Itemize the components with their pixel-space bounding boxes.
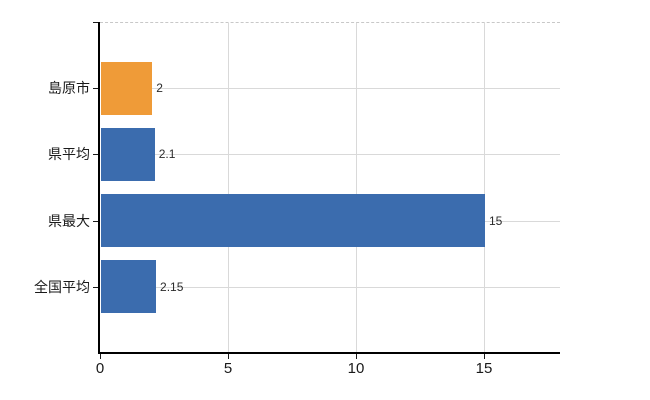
category-label: 県最大 — [48, 212, 90, 229]
category-label: 全国平均 — [34, 278, 90, 295]
x-tick-label: 15 — [475, 360, 493, 377]
x-axis-tick — [228, 354, 229, 359]
gridline-vertical — [228, 23, 229, 352]
x-tick-label: 5 — [223, 360, 233, 377]
y-axis — [98, 22, 100, 353]
y-axis-tick — [93, 154, 100, 156]
gridline-vertical — [484, 23, 485, 352]
y-axis-tick — [93, 220, 100, 222]
bar-value-label: 15 — [489, 213, 503, 228]
x-axis — [98, 352, 560, 354]
bar — [101, 127, 155, 181]
bar — [101, 260, 157, 314]
y-axis-top-tick — [93, 22, 100, 23]
bar-value-label: 2.15 — [160, 279, 184, 294]
gridline-horizontal — [101, 286, 560, 288]
gridline-vertical — [356, 23, 357, 352]
x-axis-tick — [100, 354, 101, 359]
bar-value-label: 2.1 — [158, 147, 176, 162]
x-axis-tick — [484, 354, 485, 359]
category-label: 県平均 — [48, 146, 90, 163]
gridline-horizontal — [101, 88, 560, 90]
x-axis-tick — [356, 354, 357, 359]
bar — [101, 61, 153, 115]
y-axis-tick — [93, 88, 100, 90]
plot-top-border — [100, 22, 560, 23]
category-label: 島原市 — [48, 80, 90, 97]
x-tick-label: 10 — [347, 360, 365, 377]
y-axis-tick — [93, 286, 100, 288]
bar-value-label: 2 — [156, 81, 163, 96]
x-tick-label: 0 — [95, 360, 105, 377]
gridline-horizontal — [101, 154, 560, 156]
plot-area — [100, 22, 560, 353]
bar — [101, 194, 485, 248]
